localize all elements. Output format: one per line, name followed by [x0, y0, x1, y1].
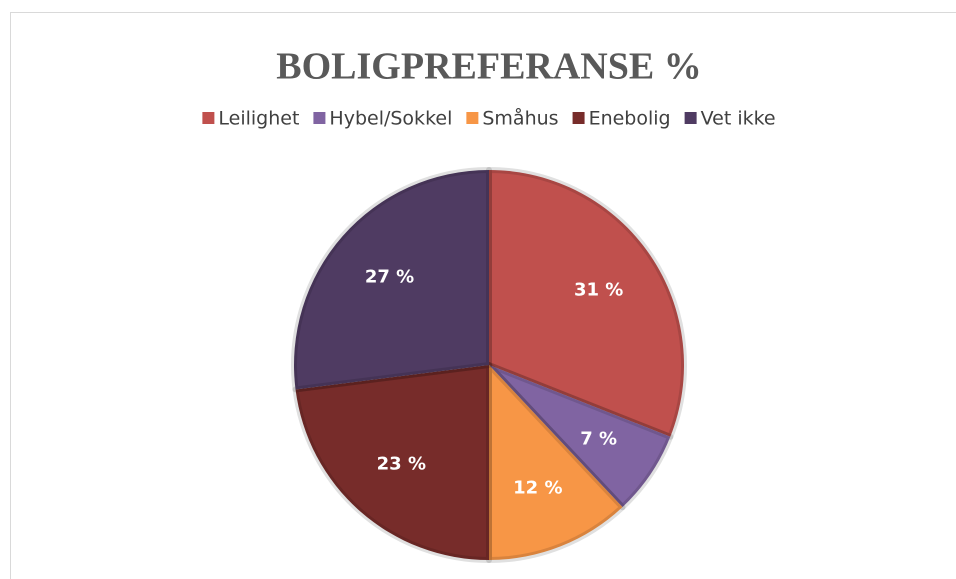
data-label: 27 % [365, 266, 414, 287]
pie-slice [486, 362, 626, 563]
pie-slice [486, 362, 674, 511]
legend-swatch [313, 112, 326, 124]
legend-label: Hybel/Sokkel [329, 108, 452, 130]
data-label: 23 % [377, 453, 426, 474]
legend-item: Leilighet [202, 108, 299, 130]
chart-title: BOLIGPREFERANSE % [276, 46, 701, 88]
data-label: 12 % [513, 477, 562, 498]
legend-label: Enebolig [589, 108, 671, 130]
data-label: 7 % [580, 429, 617, 450]
legend-swatch [466, 112, 479, 124]
pie-slice [486, 167, 687, 440]
data-label: 31 % [574, 279, 623, 300]
legend-label: Småhus [482, 107, 558, 130]
legend-swatch [684, 112, 697, 124]
legend: Leilighet Hybel/Sokkel Småhus Enebolig Vet i… [202, 107, 776, 130]
legend-swatch [202, 112, 215, 124]
legend-item: Småhus [466, 107, 559, 130]
pie-slice [291, 167, 492, 393]
pie-slice [292, 362, 492, 563]
legend-label: Vet ikke [701, 108, 776, 130]
legend-item: Hybel/Sokkel [313, 108, 452, 130]
legend-item: Vet ikke [684, 108, 776, 130]
legend-swatch [572, 112, 585, 124]
legend-item: Enebolig [572, 108, 671, 130]
legend-label: Leilighet [218, 108, 299, 130]
